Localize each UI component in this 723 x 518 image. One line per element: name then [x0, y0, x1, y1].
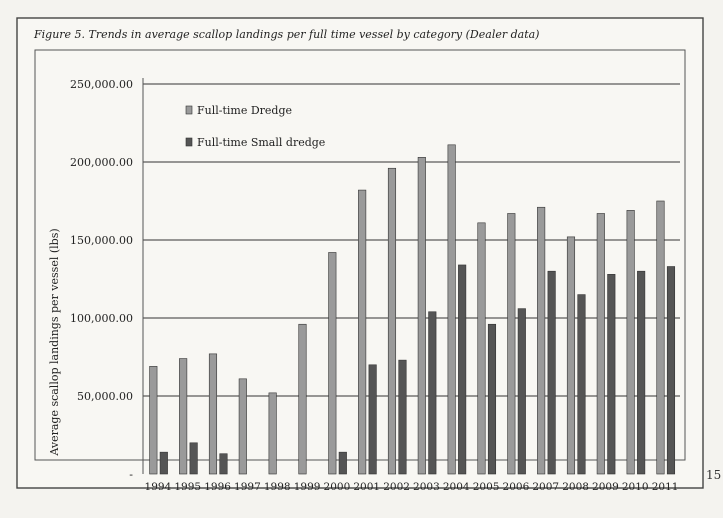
legend-label: Full-time Dredge	[197, 104, 292, 117]
bar-dredge-2010	[626, 210, 635, 475]
x-tick-label: 1994	[145, 481, 172, 493]
bar-dredge-2003	[417, 157, 426, 475]
x-tick-label: 2010	[622, 481, 649, 493]
bar-small-dredge-2008	[577, 294, 586, 475]
bar-small-dredge-2006	[517, 308, 526, 475]
y-tick-label: 250,000.00	[70, 78, 133, 91]
bar-dredge-1997	[238, 378, 247, 475]
legend: Full-time Dredge Full-time Small dredge	[185, 104, 325, 149]
x-tick-label: 2000	[324, 481, 351, 493]
x-tick-label: 1995	[174, 481, 201, 493]
bar-small-dredge-1996	[219, 453, 228, 475]
bar-small-dredge-2000	[338, 451, 347, 475]
y-axis-label: Average scallop landings per vessel (lbs…	[48, 228, 61, 456]
x-tick-label: 2009	[592, 481, 619, 493]
x-tick-label: 1996	[204, 481, 231, 493]
bar-small-dredge-2009	[607, 274, 616, 475]
bar-small-dredge-2011	[666, 266, 676, 475]
x-tick-label: 2011	[652, 481, 679, 493]
bar-small-dredge-2001	[368, 364, 377, 475]
bar-small-dredge-1995	[189, 442, 198, 475]
bar-dredge-2007	[537, 206, 546, 475]
bar-dredge-2005	[477, 222, 486, 475]
x-tick-label: 2007	[532, 481, 559, 493]
x-tick-label: 1998	[264, 481, 291, 493]
bar-small-dredge-2007	[547, 270, 556, 475]
bar-dredge-2002	[387, 167, 397, 475]
y-tick-label: 200,000.00	[70, 156, 133, 169]
y-tick-label: 50,000.00	[77, 390, 133, 403]
y-tick-label: 100,000.00	[70, 312, 133, 325]
bar-small-dredge-2010	[637, 270, 646, 475]
legend-label: Full-time Small dredge	[197, 136, 325, 149]
x-tick-label: 1999	[294, 481, 321, 493]
bar-dredge-2008	[566, 236, 576, 475]
bar-dredge-2001	[358, 189, 367, 475]
bar-dredge-1998	[268, 392, 277, 475]
x-tick-label: 2006	[503, 481, 530, 493]
x-tick-labels: 1994 1995 1996 1997 1998 1999 2000 2001 2002 2003…	[145, 481, 679, 493]
x-tick-label: 2002	[383, 481, 410, 493]
bar-dredge-2004	[447, 144, 456, 475]
x-tick-label: 2004	[443, 481, 470, 493]
y-tick-labels: - 50,000.00 100,000.00 150,000.00 200,000.00…	[70, 78, 133, 481]
bar-small-dredge-1994	[159, 451, 168, 475]
bar-dredge-2009	[596, 213, 605, 475]
y-tick-label: 150,000.00	[70, 234, 133, 247]
bar-dredge-2011	[656, 200, 665, 475]
bar-small-dredge-2004	[458, 264, 467, 475]
page-number: 15	[706, 468, 722, 482]
bar-small-dredge-2002	[398, 359, 407, 475]
x-tick-label: 2001	[353, 481, 380, 493]
x-tick-label: 2008	[562, 481, 589, 493]
bar-small-dredge-2005	[487, 323, 497, 475]
bar-small-dredge-2003	[428, 311, 437, 475]
chart-title: Figure 5. Trends in average scallop land…	[33, 28, 539, 41]
gridlines	[142, 78, 680, 474]
bar-dredge-2006	[507, 213, 516, 475]
bar-dredge-2000	[328, 252, 337, 475]
x-tick-label: 1997	[234, 481, 261, 493]
bar-dredge-1994	[149, 366, 158, 475]
legend-swatch	[185, 105, 193, 115]
bar-dredge-1996	[208, 353, 218, 475]
x-tick-label: 2003	[413, 481, 440, 493]
legend-swatch	[185, 137, 193, 147]
bars	[149, 144, 676, 475]
bar-dredge-1999	[298, 323, 307, 475]
y-tick-label: -	[129, 468, 133, 481]
x-tick-label: 2005	[473, 481, 500, 493]
bar-dredge-1995	[179, 358, 188, 475]
